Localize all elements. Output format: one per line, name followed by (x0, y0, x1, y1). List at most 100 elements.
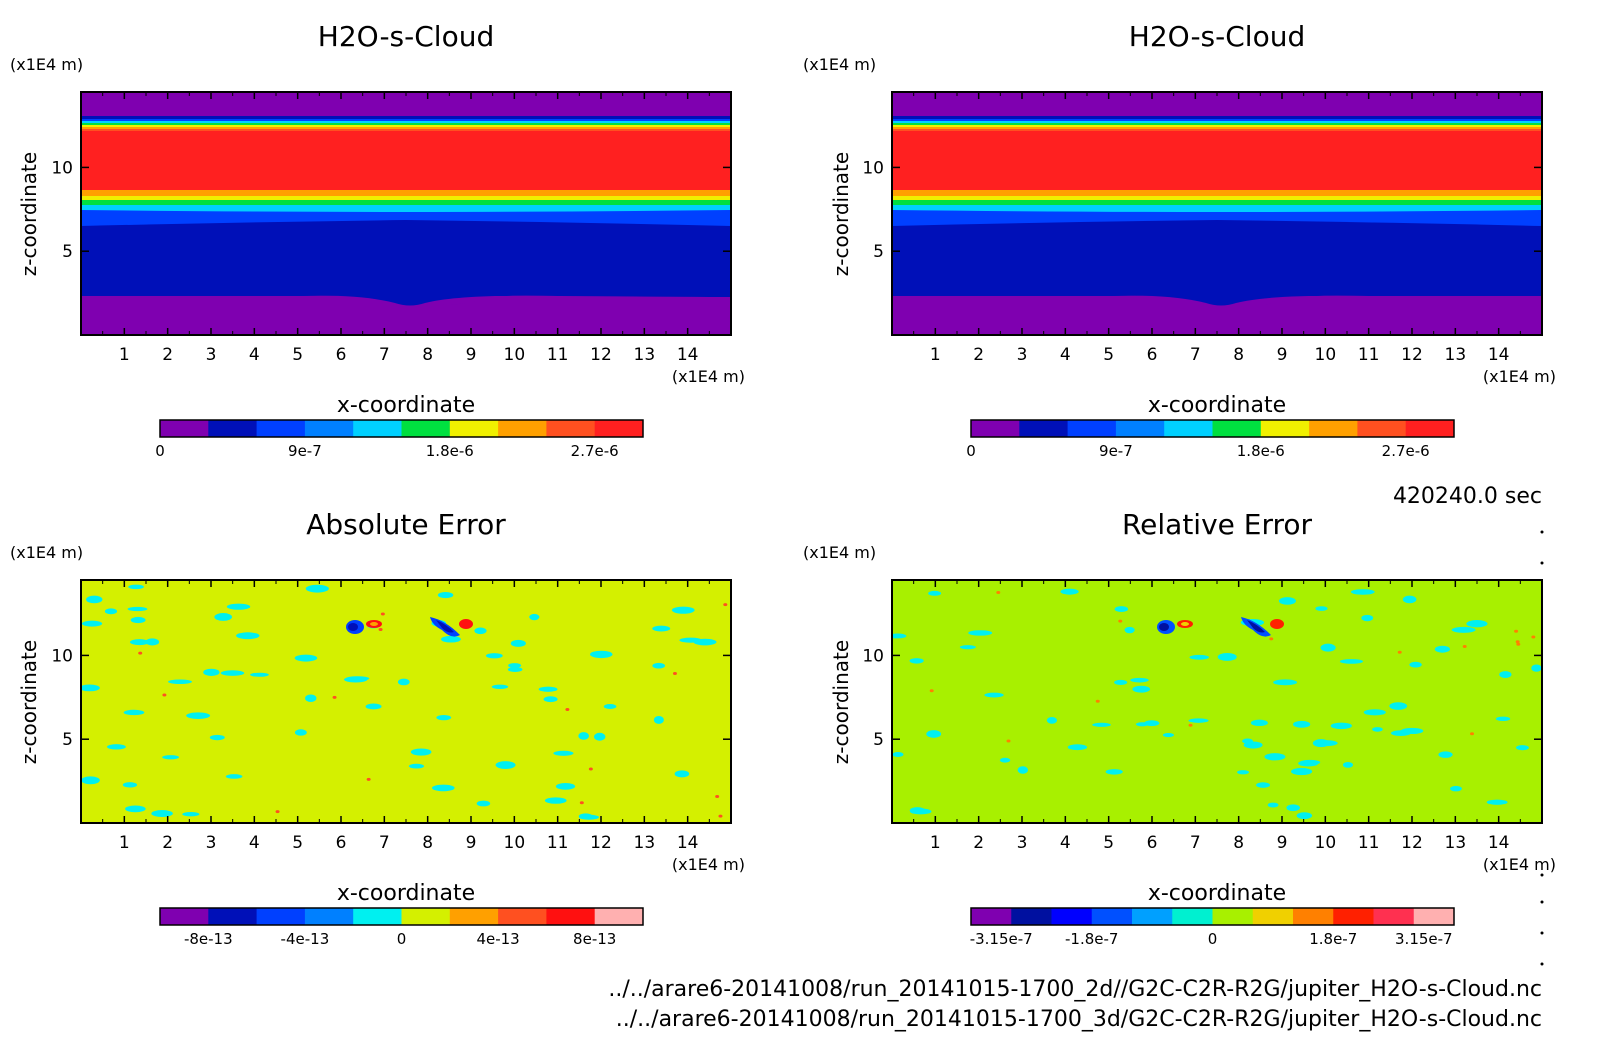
noise-speckle (1515, 745, 1529, 751)
colorbar-tick-label: 0 (1208, 930, 1218, 948)
noise-speckle (1189, 654, 1209, 660)
noise-speckle (553, 750, 574, 756)
x-tick-label: 13 (1445, 345, 1467, 365)
x-tick-label: 10 (1315, 833, 1337, 853)
noise-speckle (671, 606, 695, 614)
field-band-c (81, 121, 731, 124)
noise-speckle (1237, 770, 1249, 775)
x-tick-label: 12 (1401, 833, 1423, 853)
y-tick-label: 5 (62, 730, 73, 750)
noise-speckle (182, 812, 200, 817)
colorbar-tick-label: 1.8e-6 (426, 442, 474, 460)
noise-speckle (1105, 769, 1123, 775)
noise-speckle-warm (715, 795, 720, 799)
noise-speckle (1217, 652, 1237, 661)
x-tick-label: 8 (1233, 345, 1244, 365)
noise-speckle (1046, 717, 1058, 724)
colorbar-segment (546, 908, 596, 925)
noise-speckle-warm (1006, 739, 1011, 743)
colorbar-segment (1051, 908, 1093, 925)
field-dip-blue (1111, 294, 1371, 306)
noise-speckle (674, 770, 690, 778)
noise-speckle (578, 732, 589, 740)
field-band-g (81, 129, 731, 132)
x-tick-label: 10 (504, 833, 526, 853)
noise-speckle-warm (723, 603, 728, 607)
noise-speckle (491, 684, 509, 689)
noise-speckle (1361, 614, 1374, 622)
noise-speckle (485, 653, 503, 659)
noise-speckle (220, 670, 245, 676)
colorbar-frame (970, 419, 1455, 438)
colorbar-segment (1164, 420, 1213, 437)
x-tick-label: 12 (1401, 345, 1423, 365)
x-tick-label: 14 (677, 345, 699, 365)
colorbar-segment (353, 908, 402, 925)
margin-dots (1540, 530, 1544, 966)
panel-absolute-error: Absolute Error (x1E4 m) (x1E4 m) z-coord… (10, 508, 745, 948)
error-blob-red-2 (1270, 619, 1284, 629)
colorbar-segment (498, 908, 547, 925)
colorbar-segment (971, 908, 1012, 925)
noise-speckle-warm (565, 708, 570, 712)
colorbar-tick-label: 1.8e-7 (1309, 930, 1357, 948)
colorbar-tick-label: 3.15e-7 (1395, 930, 1453, 948)
colorbar-segment (594, 908, 644, 925)
y-axis-label: z-coordinate (17, 640, 41, 764)
x-ticks: 1 2 3 4 5 6 7 8 9 10 11 12 13 14 (913, 580, 1521, 853)
noise-speckle (225, 774, 243, 779)
noise-speckle (1400, 727, 1424, 735)
noise-speckle-warm (1188, 723, 1193, 727)
noise-speckle (538, 686, 558, 692)
noise-speckle (1250, 719, 1268, 727)
noise-speckle (127, 606, 148, 612)
x-ticks: 1 2 3 4 5 6 7 8 9 10 11 12 13 14 (913, 92, 1521, 365)
x-tick-label: 14 (1488, 345, 1510, 365)
field-band-d (892, 123, 1542, 126)
field-band-f (81, 127, 731, 130)
x-tick-label: 2 (973, 345, 984, 365)
x-unit-label: (x1E4 m) (1483, 855, 1556, 874)
noise-speckle-warm (1269, 637, 1274, 641)
field-background (81, 580, 731, 823)
x-ticks: 1 2 3 4 5 6 7 8 9 10 11 12 13 14 (102, 92, 710, 365)
field-band-b (81, 119, 731, 122)
x-tick-label: 6 (336, 833, 347, 853)
x-tick-label: 9 (466, 345, 477, 365)
x-tick-label: 12 (590, 833, 612, 853)
noise-speckle (959, 645, 976, 650)
x-tick-label: 6 (1147, 345, 1158, 365)
field-bottom-dip (300, 294, 560, 335)
noise-speckle (507, 667, 523, 672)
noise-speckle (603, 703, 617, 710)
colorbar-segment (1132, 908, 1173, 925)
noise-speckle-warm (1118, 619, 1123, 623)
colorbar-segment (449, 420, 499, 437)
field-band-c (892, 121, 1542, 124)
colorbar-segment (594, 420, 644, 437)
noise-speckle (968, 630, 993, 636)
error-blob-orange (1181, 622, 1189, 626)
x-tick-label: 10 (1315, 345, 1337, 365)
x-axis-label: x-coordinate (337, 393, 475, 418)
x-axis-label: x-coordinate (1148, 881, 1286, 906)
colorbar-segment (1212, 420, 1262, 437)
colorbar-segment (160, 420, 209, 437)
colorbar-segment (971, 420, 1020, 437)
colorbar-segment (1373, 908, 1415, 925)
field-background (892, 580, 1542, 823)
noise-speckle (81, 684, 100, 692)
colorbar-segment (1405, 420, 1455, 437)
noise-speckle (128, 584, 144, 590)
error-blob-red-2 (459, 619, 473, 629)
noise-speckle-warm (1470, 732, 1475, 736)
y-unit-label: (x1E4 m) (803, 543, 876, 562)
noise-speckle-warm (138, 651, 143, 655)
field-band-a (892, 116, 1542, 120)
x-tick-label: 9 (466, 833, 477, 853)
noise-speckle-warm (929, 689, 934, 693)
y-ticks: 5 10 (51, 646, 731, 750)
colorbar-segment (546, 420, 596, 437)
x-tick-label: 3 (206, 345, 217, 365)
noise-speckle (1243, 741, 1263, 749)
